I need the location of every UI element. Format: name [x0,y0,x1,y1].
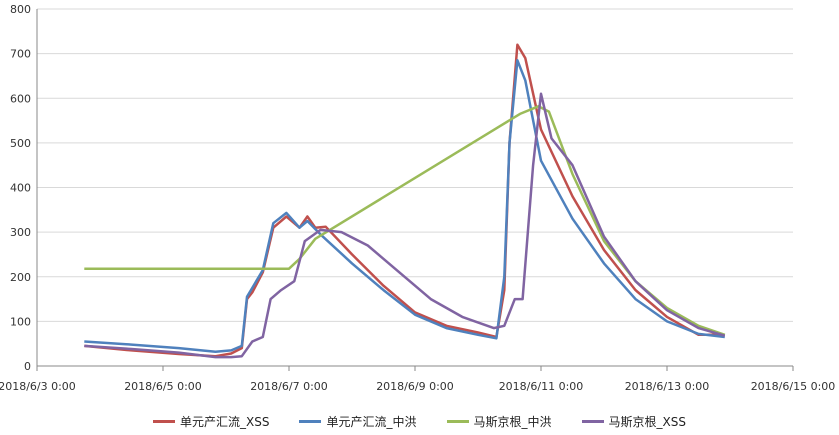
legend-item: 单元产汇流_XSS [153,413,269,430]
series-line-3 [84,105,726,336]
legend-swatch [446,419,469,423]
y-tick-label: 700 [10,48,31,61]
legend-swatch [581,419,604,423]
y-tick-label: 0 [24,360,31,373]
legend-label: 单元产汇流_XSS [180,414,270,429]
gridlines [37,8,793,367]
x-tick-label: 2018/6/13 0:00 [625,380,710,393]
y-tick-label: 600 [10,92,31,105]
legend-swatch [299,419,322,423]
series-line-1 [84,43,725,358]
x-tick-label: 2018/6/11 0:00 [499,380,584,393]
legend-label: 单元产汇流_中洪 [326,414,417,429]
y-tick-label: 400 [10,182,31,195]
series-line-2 [84,59,725,353]
y-tick-label: 100 [10,315,31,328]
series-lines [84,43,726,359]
y-tick-label: 200 [10,271,31,284]
legend-swatch [153,419,176,423]
legend-item: 马斯京根_中洪 [446,413,552,430]
y-tick-label: 300 [10,226,31,239]
legend-label: 马斯京根_中洪 [473,414,552,429]
series-line-4 [84,92,726,359]
y-axis: 0 100 200 300 400 500 600 700 800 [10,3,38,373]
y-tick-label: 500 [10,137,31,150]
x-tick-label: 2018/6/3 0:00 [0,380,76,393]
legend-item: 单元产汇流_中洪 [299,413,417,430]
x-tick-label: 2018/6/9 0:00 [376,380,454,393]
x-tick-label: 2018/6/7 0:00 [250,380,328,393]
legend: 单元产汇流_XSS 单元产汇流_中洪 马斯京根_中洪 马斯京根_XSS [0,410,839,432]
y-tick-label: 800 [10,3,31,16]
legend-label: 马斯京根_XSS [608,414,686,429]
x-tick-label: 2018/6/5 0:00 [124,380,202,393]
x-tick-label: 2018/6/15 0:00 [751,380,836,393]
legend-item: 马斯京根_XSS [581,413,686,430]
x-axis: 2018/6/3 0:00 2018/6/5 0:00 2018/6/7 0:00 2… [0,366,835,393]
